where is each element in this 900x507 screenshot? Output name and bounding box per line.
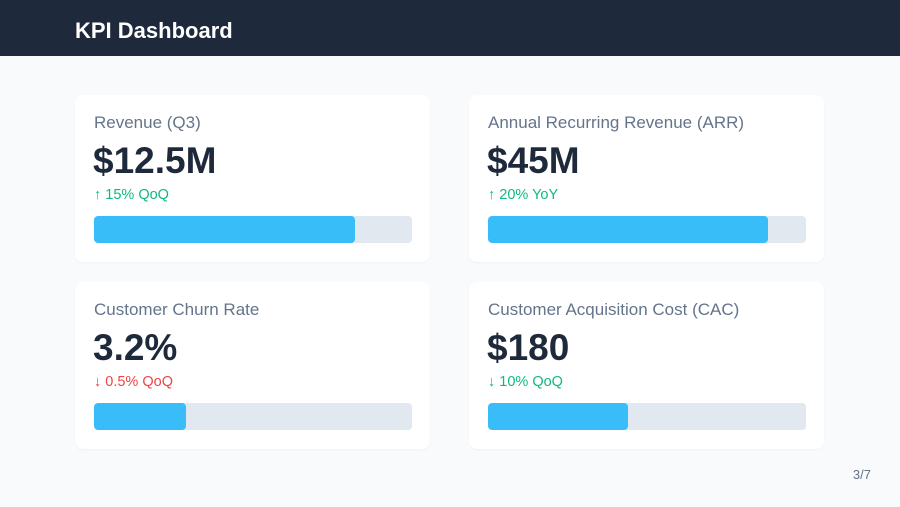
kpi-value: $180 <box>487 327 570 368</box>
kpi-label: Annual Recurring Revenue (ARR) <box>488 113 745 132</box>
progress-bar <box>488 403 806 430</box>
kpi-card-churn: Customer Churn Rate 3.2% ↓ 0.5% QoQ <box>75 282 430 449</box>
progress-bar <box>94 403 412 430</box>
kpi-change: ↓ 10% QoQ <box>488 374 563 390</box>
progress-fill <box>94 216 355 243</box>
kpi-value: 3.2% <box>93 327 178 368</box>
page-title: KPI Dashboard <box>75 18 233 43</box>
page-indicator: 3/7 <box>852 467 871 482</box>
kpi-label: Customer Churn Rate <box>94 300 260 319</box>
kpi-change: ↑ 20% YoY <box>488 187 559 203</box>
kpi-change: ↑ 15% QoQ <box>94 187 169 203</box>
progress-fill <box>488 403 628 430</box>
progress-bar <box>488 216 806 243</box>
kpi-value: $12.5M <box>93 140 217 181</box>
kpi-card-cac: Customer Acquisition Cost (CAC) $180 ↓ 1… <box>469 282 824 449</box>
kpi-card-revenue: Revenue (Q3) $12.5M ↑ 15% QoQ <box>75 95 430 262</box>
kpi-card-arr: Annual Recurring Revenue (ARR) $45M ↑ 20… <box>469 95 824 262</box>
kpi-label: Customer Acquisition Cost (CAC) <box>488 300 740 319</box>
progress-fill <box>94 403 187 430</box>
progress-bar <box>94 216 412 243</box>
kpi-change: ↓ 0.5% QoQ <box>94 374 173 390</box>
progress-fill <box>488 216 768 243</box>
header-bar: KPI Dashboard <box>0 0 900 56</box>
kpi-label: Revenue (Q3) <box>94 113 201 132</box>
kpi-value: $45M <box>487 140 580 181</box>
